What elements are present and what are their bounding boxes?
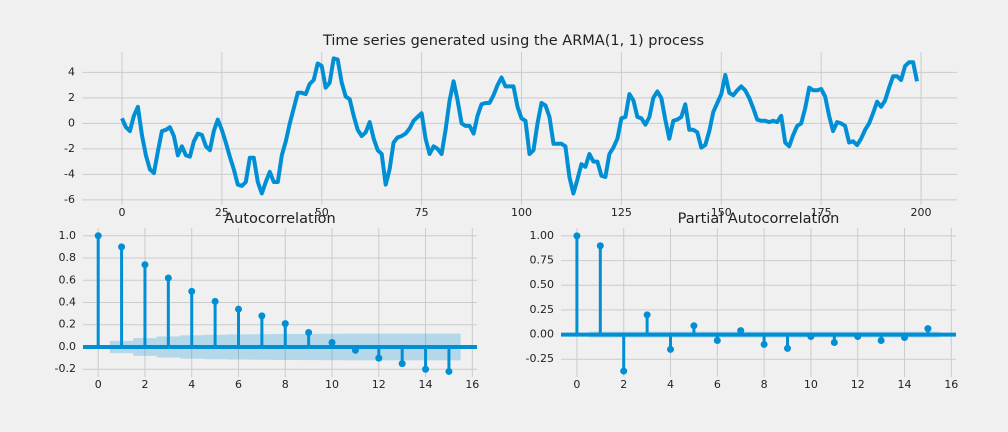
stem-marker	[445, 367, 453, 375]
stem-marker	[667, 345, 675, 353]
stem-marker	[281, 320, 289, 328]
stem-marker	[422, 365, 430, 373]
x-tick-label: 4	[188, 378, 195, 391]
x-tick-label: 14	[898, 378, 912, 391]
y-tick-label: -6	[64, 193, 75, 206]
stem-marker	[877, 336, 885, 344]
x-tick-label: 16	[465, 378, 479, 391]
stem-marker	[807, 333, 815, 341]
stem-marker	[305, 329, 313, 337]
chart-title: Autocorrelation	[224, 211, 335, 227]
stem-marker	[830, 338, 838, 346]
stem-marker	[690, 322, 698, 330]
y-tick-label: 0.75	[530, 254, 555, 267]
stem-marker	[573, 232, 581, 240]
stem-marker	[760, 340, 768, 348]
y-tick-label: 1.0	[59, 229, 77, 242]
chart-title: Time series generated using the ARMA(1, …	[322, 33, 704, 49]
stem-marker	[188, 287, 196, 295]
y-tick-label: 0	[68, 116, 75, 129]
x-tick-label: 150	[711, 206, 732, 219]
stem-marker	[141, 261, 149, 269]
x-tick-label: 6	[714, 378, 721, 391]
y-tick-label: -0.2	[55, 362, 76, 375]
y-tick-label: 0.50	[530, 278, 555, 291]
y-tick-label: -2	[64, 142, 75, 155]
x-tick-label: 12	[851, 378, 865, 391]
x-tick-label: 6	[235, 378, 242, 391]
x-tick-label: 2	[620, 378, 627, 391]
stem-marker	[620, 367, 628, 375]
x-tick-label: 2	[141, 378, 148, 391]
x-tick-label: 0	[95, 378, 102, 391]
x-tick-label: 10	[804, 378, 818, 391]
series-line	[120, 56, 919, 196]
x-tick-label: 75	[415, 206, 429, 219]
x-tick-label: 8	[761, 378, 768, 391]
y-tick-label: 1.00	[530, 229, 555, 242]
stem-marker	[854, 333, 862, 341]
x-tick-label: 10	[325, 378, 339, 391]
stem-marker	[398, 360, 406, 368]
x-tick-label: 50	[315, 206, 329, 219]
stem-marker	[234, 305, 242, 313]
y-tick-label: 0.2	[59, 318, 77, 331]
x-tick-label: 8	[282, 378, 289, 391]
y-tick-label: -0.25	[526, 352, 554, 365]
x-tick-label: 16	[944, 378, 958, 391]
x-tick-label: 12	[372, 378, 386, 391]
x-tick-label: 125	[611, 206, 632, 219]
y-tick-label: 2	[68, 91, 75, 104]
stem-marker	[94, 232, 102, 240]
stem-marker	[713, 336, 721, 344]
y-tick-label: -4	[64, 167, 75, 180]
y-tick-label: 0.0	[59, 340, 77, 353]
stem-marker	[901, 334, 909, 342]
stem-marker	[375, 354, 383, 362]
x-tick-label: 200	[911, 206, 932, 219]
stem-marker	[643, 311, 651, 319]
chart-title: Partial Autocorrelation	[678, 211, 840, 227]
y-tick-label: 0.4	[59, 296, 77, 309]
y-tick-label: 0.8	[59, 251, 77, 264]
stem-marker	[258, 312, 266, 320]
stem-marker	[211, 297, 219, 305]
y-tick-label: 0.00	[530, 328, 555, 341]
y-tick-label: 4	[68, 65, 75, 78]
x-tick-label: 4	[667, 378, 674, 391]
x-tick-label: 0	[118, 206, 125, 219]
x-tick-label: 0	[573, 378, 580, 391]
y-tick-label: 0.6	[59, 273, 77, 286]
stem-marker	[596, 242, 604, 250]
stem-marker	[351, 346, 359, 354]
x-tick-label: 14	[419, 378, 433, 391]
stem-marker	[924, 325, 932, 333]
stem-marker	[737, 327, 745, 335]
x-tick-label: 25	[215, 206, 229, 219]
x-tick-label: 100	[511, 206, 532, 219]
y-tick-label: 0.25	[530, 303, 555, 316]
x-tick-label: 175	[811, 206, 832, 219]
stem-marker	[328, 339, 336, 347]
stem-marker	[118, 243, 126, 251]
stem-marker	[164, 274, 172, 282]
stem-marker	[784, 344, 792, 352]
